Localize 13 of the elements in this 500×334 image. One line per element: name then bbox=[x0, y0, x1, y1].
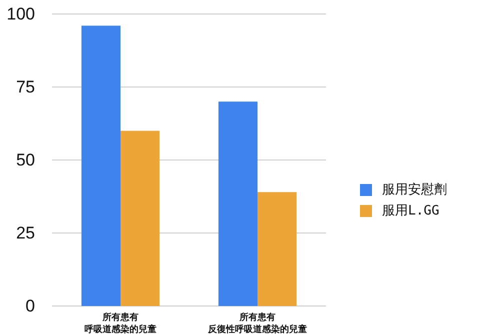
bar bbox=[81, 26, 120, 306]
bar bbox=[258, 192, 297, 306]
x-tick-label: 所有患有呼吸道感染的兒童 bbox=[84, 312, 156, 334]
y-tick-label: 25 bbox=[16, 224, 35, 242]
bar bbox=[218, 102, 258, 306]
y-tick-label: 100 bbox=[6, 4, 35, 24]
bar bbox=[120, 130, 160, 306]
legend-label: 服用L.GG bbox=[382, 204, 440, 218]
y-tick-label: 75 bbox=[16, 78, 35, 96]
y-tick-label: 0 bbox=[26, 296, 35, 316]
x-tick-label: 所有患有反復性呼吸道感染的兒童 bbox=[207, 312, 307, 334]
y-tick-label: 50 bbox=[16, 150, 35, 170]
legend-label: 服用安慰劑 bbox=[382, 182, 447, 198]
